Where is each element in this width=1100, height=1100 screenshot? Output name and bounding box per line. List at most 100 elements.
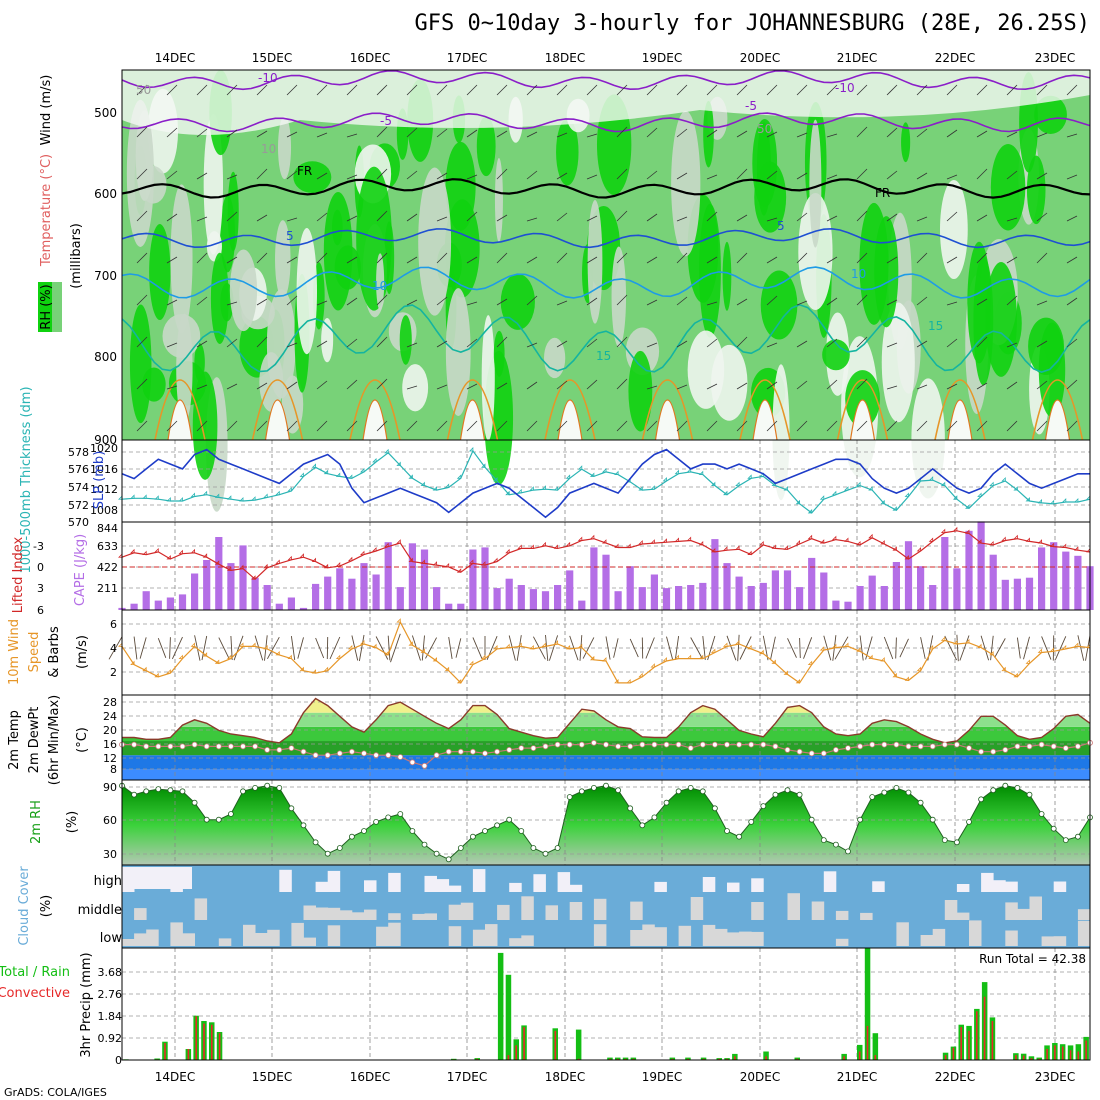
wind-barb: [376, 336, 388, 348]
wind-barb: [466, 420, 478, 432]
isotherm-25: [459, 399, 486, 441]
rh-marker: [857, 816, 863, 823]
dewpoint-marker: [966, 745, 972, 751]
rh-marker: [1014, 785, 1021, 791]
pressure-tick: 500: [94, 106, 117, 120]
cloud-cell: [1005, 902, 1018, 920]
rh-marker: [651, 814, 658, 821]
cape-bar: [142, 591, 150, 610]
wind-barb: [946, 211, 958, 222]
wind-barb: [1006, 295, 1018, 306]
thickness-marker: [965, 504, 970, 509]
lifted-index-marker: [904, 555, 909, 560]
rh-marker: [966, 819, 972, 825]
date-label-top: 15DEC: [252, 51, 292, 65]
wind-barb: [556, 172, 568, 180]
thickness-marker: [372, 457, 377, 463]
wind-barb: [496, 336, 508, 348]
date-label-bottom: 15DEC: [252, 1070, 292, 1084]
precip-convective-bar: [1046, 1049, 1048, 1060]
isotherm-20: [349, 379, 401, 441]
wind-speed-marker: [444, 666, 450, 672]
wind-speed-marker: [142, 666, 147, 672]
dewpoint-marker: [288, 745, 295, 751]
rh-marker: [699, 788, 706, 795]
cape-bar: [1074, 555, 1082, 610]
wind-barb: [706, 174, 718, 180]
wind-barb: [264, 635, 268, 661]
thickness-marker: [311, 463, 317, 468]
dewpoint-marker: [591, 739, 597, 746]
dewpoint-marker: [990, 748, 997, 755]
rh-marker: [591, 785, 597, 791]
cape-tick: 211: [97, 582, 118, 595]
date-label-top: 21DEC: [837, 51, 877, 65]
thickness-marker: [299, 472, 304, 477]
wind-barb: [466, 129, 478, 138]
cloud-cell: [327, 925, 341, 946]
precip-convective-bar: [577, 1058, 580, 1060]
wind-speed-marker: [529, 644, 534, 650]
temp-tick: 28: [103, 696, 117, 709]
wind-barb: [421, 635, 425, 661]
wind-barb: [1036, 300, 1048, 306]
wind-barb: [136, 420, 148, 432]
wind-barb: [582, 637, 595, 659]
wind-barb: [358, 634, 365, 662]
wind-barb: [226, 420, 238, 432]
wind-barb: [286, 217, 298, 222]
wind-barb: [616, 420, 628, 432]
cape-bar: [384, 542, 392, 610]
wind-barb: [706, 383, 718, 390]
wind-barb: [286, 170, 298, 180]
wind-barb: [436, 296, 448, 306]
wind-speed-marker: [1049, 647, 1055, 652]
rh-marker: [954, 839, 960, 846]
cloud-cell: [702, 877, 716, 892]
lifted-index-marker: [553, 544, 559, 549]
rh-patch: [494, 157, 503, 243]
isotherm-20: [154, 379, 206, 441]
wind-barb: [766, 131, 778, 138]
cape-bar: [324, 576, 332, 610]
wind-speed-marker: [626, 678, 631, 684]
thickness-marker: [541, 485, 546, 490]
wind-barb: [196, 420, 208, 432]
li-tick: -3: [33, 540, 44, 553]
wind-barb: [586, 379, 598, 390]
date-label-top: 17DEC: [447, 51, 487, 65]
wind-barb: [496, 214, 508, 222]
wind-speed-marker: [263, 644, 268, 650]
wind-barb: [994, 638, 1006, 658]
rh-patch: [418, 167, 452, 316]
cape-bar: [904, 541, 913, 610]
cape-bar: [566, 570, 574, 610]
wind-panel-frame: [121, 609, 1091, 696]
dewpoint-marker: [881, 741, 888, 748]
wind-barb: [766, 420, 778, 432]
wind-barb: [706, 84, 718, 96]
temp-band: [122, 726, 1090, 742]
wind-barb: [526, 342, 538, 348]
rh-marker: [554, 845, 561, 851]
cape-bar: [360, 563, 368, 610]
rh-marker: [409, 828, 416, 834]
wind-barb: [946, 84, 958, 96]
wind-barb: [646, 170, 658, 180]
li-tick: 6: [37, 604, 44, 617]
cape-bar: [844, 601, 852, 610]
lifted-index-marker: [202, 553, 208, 558]
thickness-axis-label: 1000-500mb Thickness (dm): [19, 386, 34, 573]
wind-barb: [472, 637, 483, 659]
wind-barb: [169, 637, 171, 659]
cape-bar: [771, 570, 779, 610]
temperature-axis-label: Temperature (°C): [39, 154, 54, 267]
wind-speed-marker: [166, 669, 171, 674]
cape-bar: [1001, 579, 1009, 610]
wind-speed-marker: [275, 650, 280, 656]
thickness-marker: [444, 483, 450, 488]
isotherm-25: [557, 399, 583, 441]
rh-patch: [760, 270, 798, 340]
precip-total-bar: [864, 948, 871, 1060]
rh-marker: [433, 850, 440, 857]
